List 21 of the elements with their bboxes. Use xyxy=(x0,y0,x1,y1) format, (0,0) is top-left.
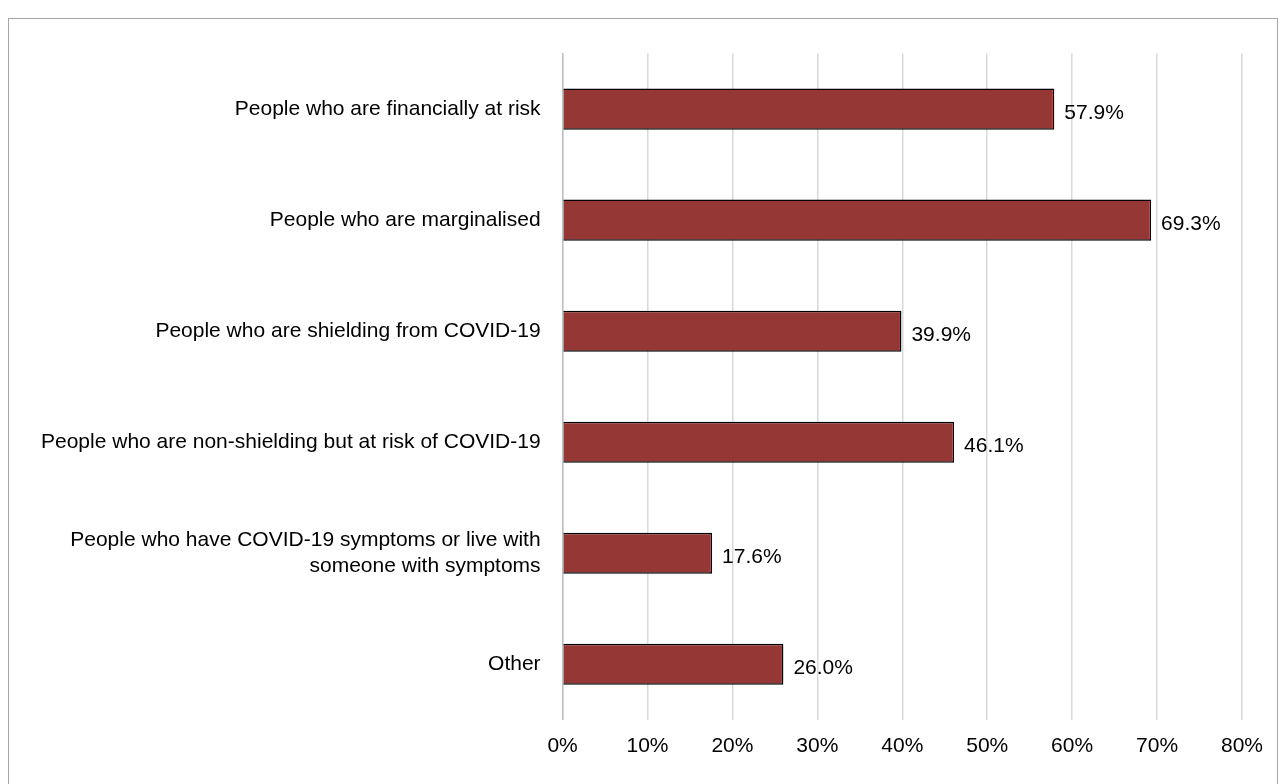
data-label: 69.3% xyxy=(1161,210,1221,234)
x-tick-label: 70% xyxy=(1136,733,1179,757)
x-tick-label: 60% xyxy=(1051,733,1094,757)
x-tick-label: 20% xyxy=(711,733,754,757)
data-label: 39.9% xyxy=(911,321,971,345)
y-tick-label: People who have COVID-19 symptoms or live with someone with symptoms xyxy=(70,527,541,576)
y-tick-label: People who are financially at risk xyxy=(234,95,542,119)
y-tick-label: People who are non-shielding but at risk of COVID-19 xyxy=(40,429,541,453)
y-tick-label: Other xyxy=(488,651,541,675)
x-tick-label: 10% xyxy=(626,733,669,757)
data-label: 57.9% xyxy=(1064,99,1124,123)
data-label: 46.1% xyxy=(964,433,1024,457)
x-tick-label: 50% xyxy=(966,733,1009,757)
y-tick-label: People who are marginalised xyxy=(269,206,541,230)
x-tick-label: 80% xyxy=(1220,733,1263,757)
data-label: 17.6% xyxy=(722,544,782,568)
data-label: 26.0% xyxy=(793,655,853,679)
x-tick-label: 40% xyxy=(881,733,924,757)
x-tick-label: 30% xyxy=(796,733,839,757)
x-tick-label: 0% xyxy=(547,733,578,757)
y-tick-label: People who are shielding from COVID-19 xyxy=(155,317,541,341)
